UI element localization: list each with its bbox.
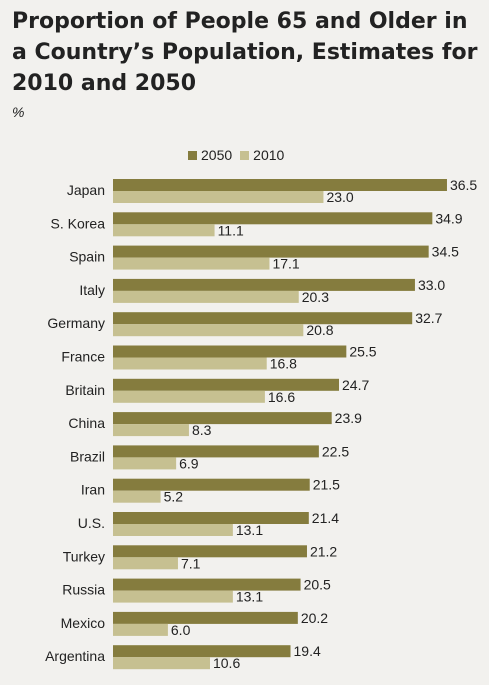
value-label-2010-italy: 20.3 (302, 289, 329, 305)
value-label-2050-u-s: 21.4 (312, 510, 339, 526)
category-label-iran: Iran (81, 482, 105, 498)
category-label-france: France (61, 349, 105, 365)
bar-2010-germany (113, 324, 304, 337)
bar-2050-italy (113, 278, 415, 291)
value-label-2010-u-s: 13.1 (236, 522, 263, 538)
legend-item-2050: 2050 (188, 147, 232, 163)
bar-2050-turkey (113, 545, 307, 558)
bar-2010-iran (113, 490, 161, 503)
bar-2010-s-korea (113, 224, 215, 237)
legend-swatch-2010 (240, 150, 250, 160)
bar-2050-russia (113, 578, 301, 591)
value-label-2050-germany: 32.7 (415, 310, 442, 326)
bar-2010-china (113, 424, 189, 437)
value-label-2050-japan: 36.5 (450, 177, 477, 193)
value-label-2010-china: 8.3 (192, 422, 212, 438)
value-label-2050-france: 25.5 (349, 344, 376, 360)
value-label-2050-turkey: 21.2 (310, 543, 337, 559)
category-label-argentina: Argentina (45, 648, 105, 664)
bar-2050-japan (113, 179, 447, 191)
category-label-italy: Italy (79, 282, 105, 298)
bar-2050-mexico (113, 611, 298, 624)
value-label-2010-france: 16.8 (270, 356, 297, 372)
category-label-spain: Spain (69, 249, 105, 265)
category-label-s-korea: S. Korea (51, 215, 106, 231)
category-label-mexico: Mexico (61, 615, 106, 631)
bar-2010-japan (113, 191, 324, 203)
value-label-2050-mexico: 20.2 (301, 610, 328, 626)
bar-2050-germany (113, 312, 413, 325)
category-label-brazil: Brazil (70, 448, 105, 464)
bar-2010-russia (113, 590, 233, 603)
category-label-turkey: Turkey (63, 548, 105, 564)
category-label-china: China (68, 415, 105, 431)
legend-item-2010: 2010 (240, 147, 284, 163)
bar-2050-u-s (113, 512, 309, 524)
legend-label-2010: 2010 (253, 147, 285, 163)
value-label-2050-iran: 21.5 (313, 477, 340, 493)
category-label-germany: Germany (47, 315, 105, 331)
value-label-2010-germany: 20.8 (306, 322, 333, 338)
value-label-2010-spain: 17.1 (272, 256, 299, 272)
bar-2010-turkey (113, 557, 178, 570)
value-label-2050-russia: 20.5 (304, 577, 331, 593)
value-label-2010-iran: 5.2 (164, 489, 184, 505)
bar-2010-brazil (113, 457, 177, 470)
legend-swatch-2050 (188, 150, 197, 160)
bar-2010-mexico (113, 623, 168, 636)
value-label-2010-russia: 13.1 (236, 589, 263, 605)
value-label-2010-britain: 16.6 (268, 389, 295, 405)
bar-2010-u-s (113, 524, 233, 536)
bar-2010-france (113, 357, 267, 370)
value-label-2050-italy: 33.0 (418, 277, 445, 293)
value-label-2050-s-korea: 34.9 (435, 210, 462, 226)
category-label-russia: Russia (62, 582, 105, 598)
bar-2050-spain (113, 245, 429, 258)
value-label-2010-s-korea: 11.1 (218, 222, 244, 238)
bar-2010-britain (113, 390, 265, 403)
value-label-2050-argentina: 19.4 (294, 643, 321, 659)
legend: 2050 2010 (188, 147, 292, 163)
value-label-2010-mexico: 6.0 (171, 622, 191, 638)
value-label-2010-argentina: 10.6 (213, 655, 240, 671)
bar-2050-argentina (113, 645, 291, 658)
value-label-2010-turkey: 7.1 (181, 555, 201, 571)
bar-2050-france (113, 345, 347, 358)
unit-label: % (12, 104, 25, 120)
bar-2010-argentina (113, 657, 210, 670)
value-label-2050-china: 23.9 (335, 410, 362, 426)
value-label-2050-spain: 34.5 (432, 244, 459, 260)
bar-2050-britain (113, 378, 340, 391)
bar-2010-spain (113, 257, 270, 270)
bar-2050-china (113, 412, 332, 425)
category-label-u-s: U.S. (78, 515, 105, 531)
bar-2050-iran (113, 478, 310, 491)
value-label-2010-japan: 23.0 (326, 189, 353, 205)
chart-title: Proportion of People 65 and Older in a C… (12, 9, 478, 96)
value-label-2050-britain: 24.7 (342, 377, 369, 393)
value-label-2010-brazil: 6.9 (179, 455, 199, 471)
value-label-2050-brazil: 22.5 (322, 443, 349, 459)
legend-label-2050: 2050 (201, 147, 233, 163)
category-label-japan: Japan (67, 182, 105, 198)
bar-2050-brazil (113, 445, 319, 458)
bar-2010-italy (113, 290, 299, 303)
category-label-britain: Britain (65, 382, 105, 398)
bar-2050-s-korea (113, 212, 433, 225)
